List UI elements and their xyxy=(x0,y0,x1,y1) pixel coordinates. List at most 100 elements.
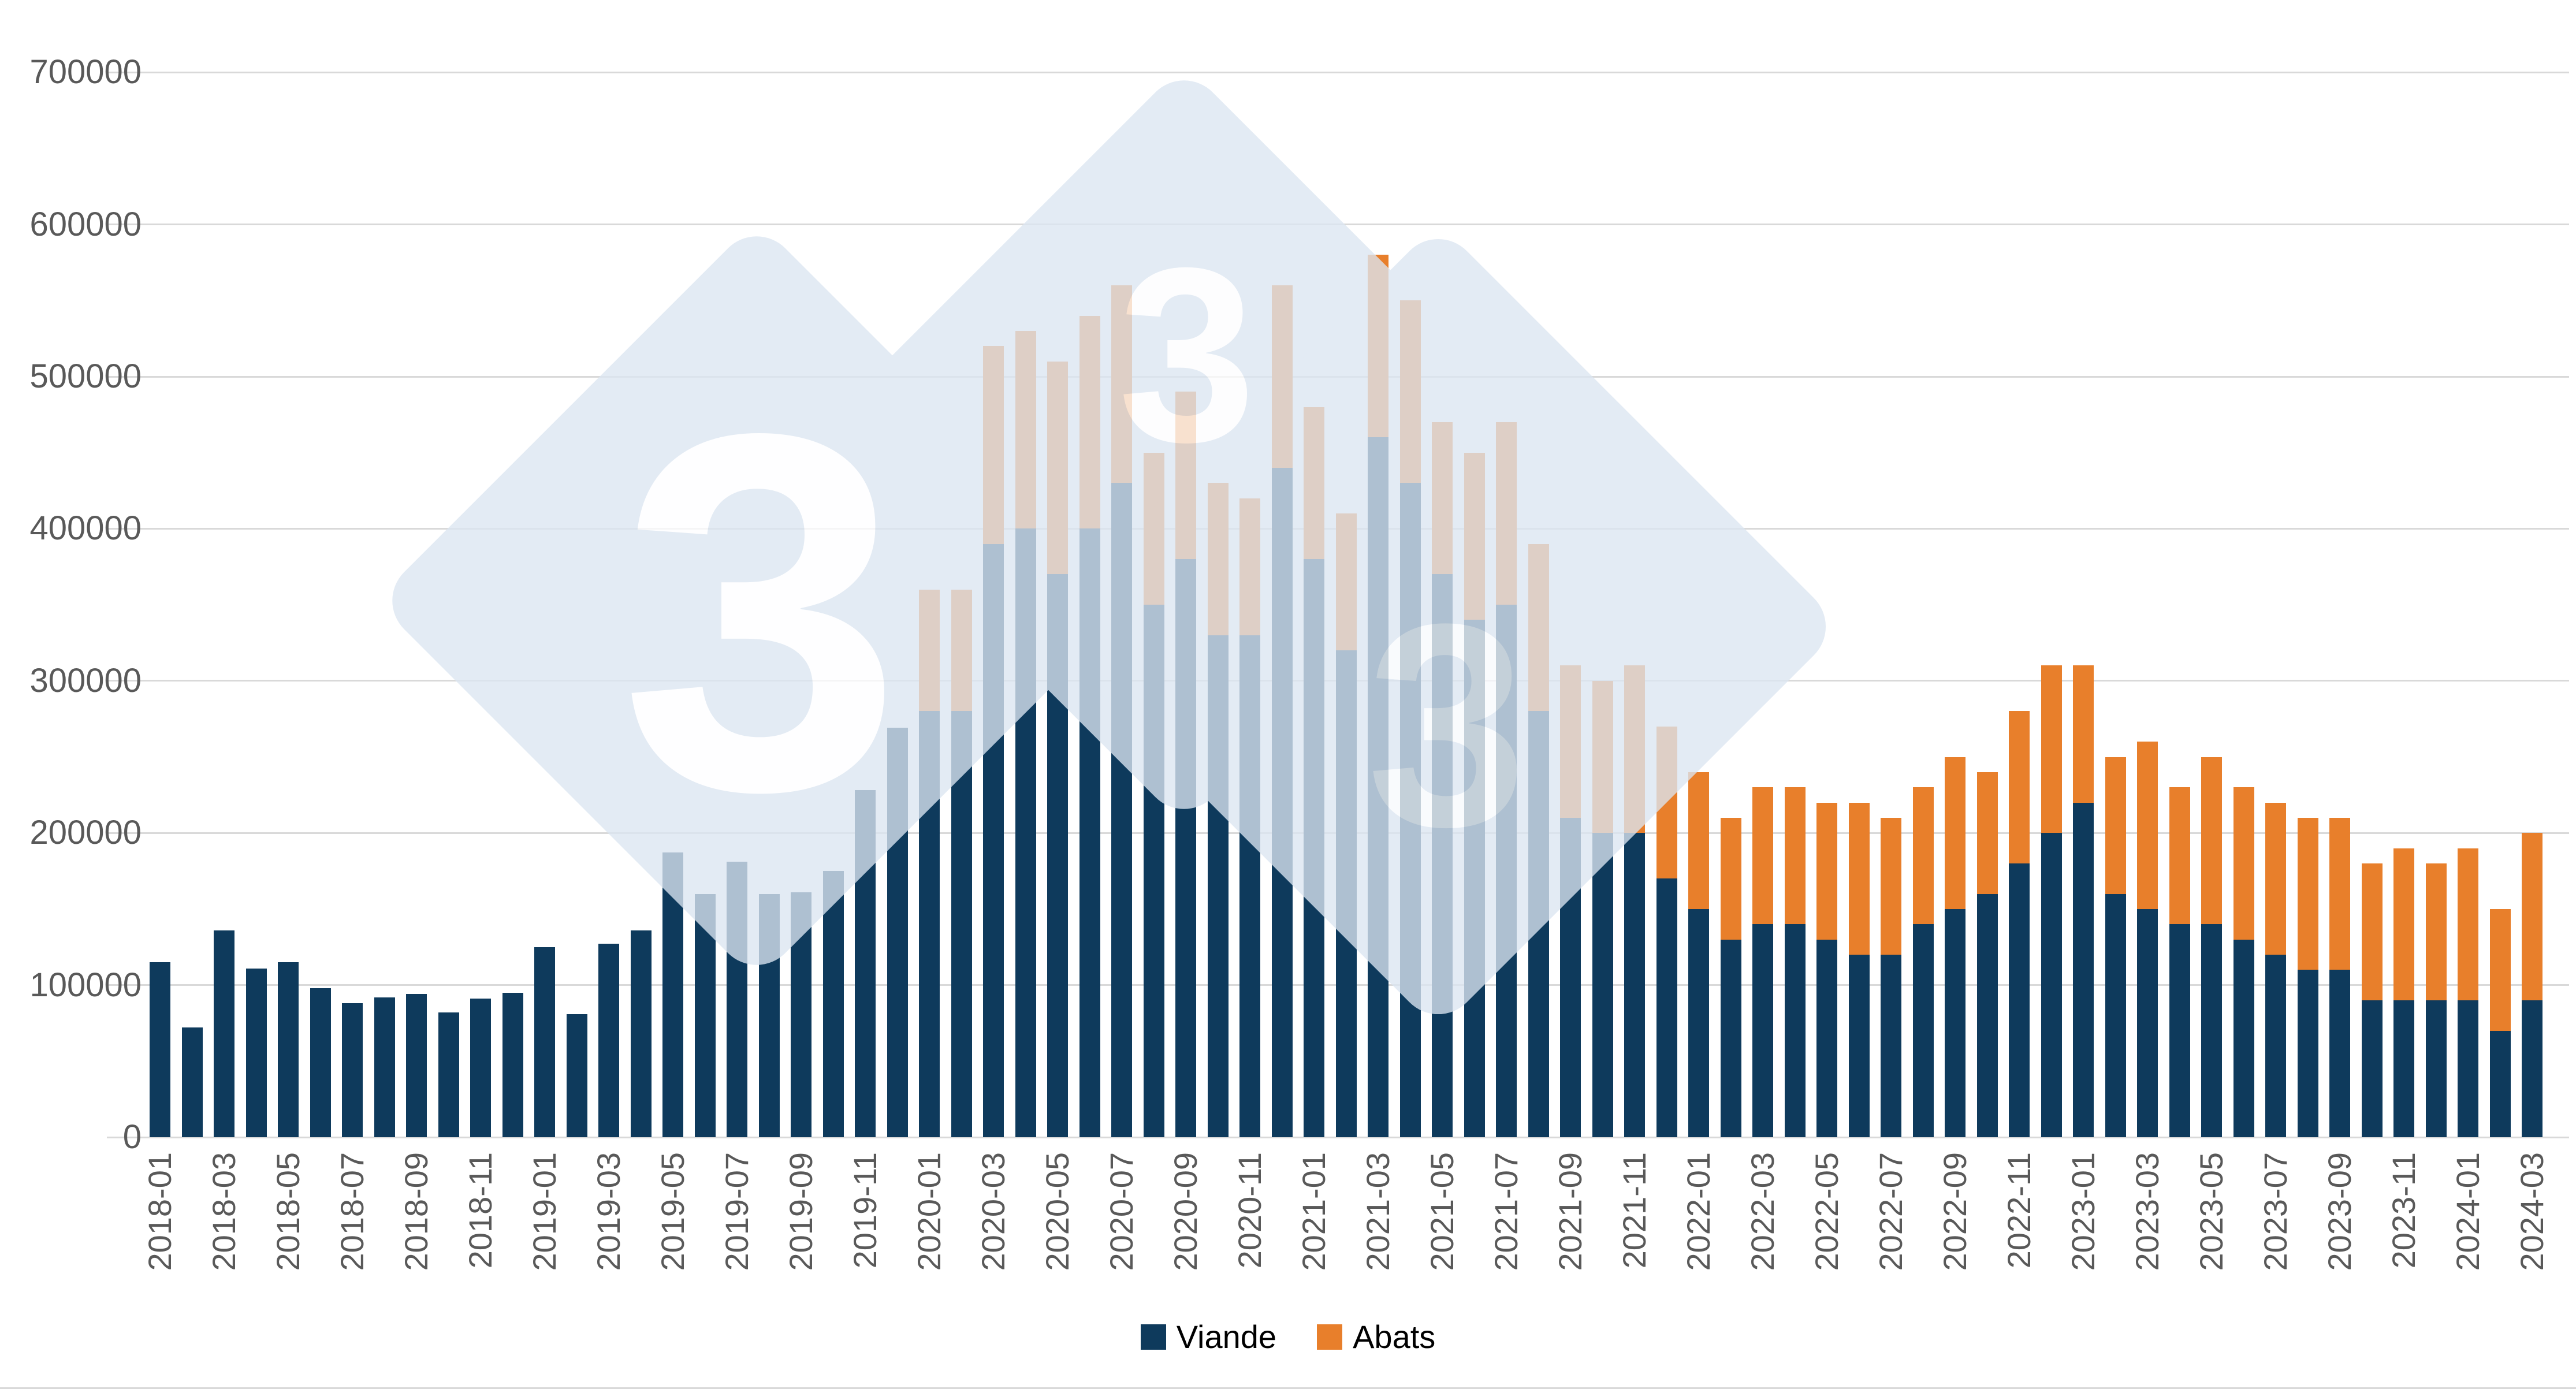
bar-segment-viande xyxy=(1720,939,1741,1137)
bar-segment-abats xyxy=(2265,802,2286,955)
bar-segment-viande xyxy=(342,1003,363,1137)
bar-segment-viande xyxy=(1143,605,1164,1137)
bar-segment-viande xyxy=(2425,1000,2447,1137)
bar-segment-abats xyxy=(1175,392,1196,560)
bar-segment-abats xyxy=(1207,483,1229,635)
bar-segment-abats xyxy=(1688,772,1709,909)
bar-segment-viande xyxy=(1432,574,1453,1137)
bar-segment-viande xyxy=(1656,878,1677,1137)
legend: Viande Abats xyxy=(0,1318,2576,1356)
x-axis-tick-label: 2020-09 xyxy=(1167,1152,1204,1271)
bar-segment-abats xyxy=(1496,422,1517,605)
x-axis-tick-label: 2024-03 xyxy=(2514,1152,2550,1271)
y-axis-tick-label: 0 xyxy=(122,1118,142,1156)
bar-segment-viande xyxy=(1239,635,1260,1137)
bar-segment-abats xyxy=(1143,452,1164,605)
bar-segment-viande xyxy=(150,962,170,1137)
bar-segment-abats xyxy=(1271,285,1293,468)
x-axis-tick-label: 2018-09 xyxy=(398,1152,434,1271)
y-axis-tick-label: 200000 xyxy=(29,814,142,852)
bar-segment-viande xyxy=(1175,559,1196,1137)
bar-segment-viande xyxy=(1271,468,1293,1137)
bar-segment-viande xyxy=(2393,1000,2414,1137)
bar-segment-viande xyxy=(1111,483,1132,1137)
x-axis-tick-label: 2022-05 xyxy=(1808,1152,1845,1271)
y-axis-tick-label: 600000 xyxy=(29,205,142,243)
x-axis-tick-label: 2023-05 xyxy=(2193,1152,2229,1271)
bar-segment-viande xyxy=(566,1014,587,1137)
bar-segment-viande xyxy=(1560,817,1581,1137)
x-axis-tick-label: 2021-01 xyxy=(1296,1152,1332,1271)
bar-segment-abats xyxy=(1976,772,1998,894)
gridline xyxy=(107,375,2569,378)
bar-segment-abats xyxy=(2073,665,2094,803)
legend-swatch-viande-icon xyxy=(1140,1324,1166,1350)
bar-segment-viande xyxy=(2073,802,2094,1137)
bar-segment-abats xyxy=(1656,726,1677,879)
bar-segment-abats xyxy=(1720,817,1741,940)
x-axis-tick-label: 2021-07 xyxy=(1488,1152,1524,1271)
legend-swatch-abats-icon xyxy=(1317,1324,1343,1350)
bar-segment-viande xyxy=(822,871,844,1137)
bar-segment-viande xyxy=(1848,954,1870,1137)
bar-segment-viande xyxy=(1945,908,1965,1137)
bar-segment-abats xyxy=(1399,300,1421,483)
bar-segment-viande xyxy=(2009,863,2030,1137)
bar-segment-abats xyxy=(2329,817,2350,970)
bar-segment-viande xyxy=(214,930,234,1137)
bar-segment-viande xyxy=(1976,893,1998,1137)
chart-bottom-border xyxy=(0,1387,2576,1389)
bar-segment-abats xyxy=(2041,665,2062,833)
x-axis-tick-label: 2022-01 xyxy=(1680,1152,1717,1271)
bar-segment-viande xyxy=(438,1012,459,1137)
y-axis-tick-label: 700000 xyxy=(29,53,142,91)
x-axis-tick-label: 2020-07 xyxy=(1103,1152,1140,1271)
y-axis-tick-label: 100000 xyxy=(29,966,142,1004)
bar-segment-viande xyxy=(1912,924,1934,1137)
bar-segment-viande xyxy=(181,1027,203,1137)
x-axis-tick-label: 2018-11 xyxy=(462,1152,498,1269)
x-axis-tick-label: 2023-03 xyxy=(2129,1152,2165,1271)
bar-segment-viande xyxy=(727,862,747,1137)
bar-segment-viande xyxy=(534,947,555,1137)
bar-segment-viande xyxy=(758,893,780,1137)
x-axis-tick-label: 2023-11 xyxy=(2385,1152,2422,1269)
bar-segment-viande xyxy=(278,962,299,1137)
bar-segment-viande xyxy=(470,999,491,1137)
bar-segment-viande xyxy=(1015,528,1036,1137)
x-axis-tick-label: 2021-05 xyxy=(1424,1152,1460,1271)
legend-item-viande: Viande xyxy=(1140,1318,1277,1356)
x-axis-tick-label: 2019-11 xyxy=(847,1152,883,1269)
x-axis-tick-label: 2018-07 xyxy=(334,1152,370,1271)
x-axis-tick-label: 2018-05 xyxy=(270,1152,306,1271)
y-axis-tick-label: 300000 xyxy=(29,661,142,699)
bar-segment-viande xyxy=(2522,1000,2543,1137)
x-axis-tick-label: 2019-09 xyxy=(783,1152,819,1271)
bar-segment-viande xyxy=(1752,924,1773,1137)
legend-item-abats: Abats xyxy=(1317,1318,1435,1356)
bar-segment-abats xyxy=(2105,757,2126,894)
x-axis-tick-label: 2019-05 xyxy=(654,1152,691,1271)
bar-segment-viande xyxy=(1496,605,1517,1137)
bar-segment-viande xyxy=(2458,1000,2478,1137)
bar-segment-abats xyxy=(983,346,1004,544)
bar-segment-abats xyxy=(1752,787,1773,925)
bar-segment-viande xyxy=(2489,1030,2511,1137)
bar-segment-viande xyxy=(662,852,683,1137)
bar-segment-abats xyxy=(2233,787,2254,940)
legend-label-viande: Viande xyxy=(1176,1319,1277,1355)
bar-segment-viande xyxy=(2105,893,2126,1137)
bar-segment-viande xyxy=(2265,954,2286,1137)
bar-segment-viande xyxy=(2329,970,2350,1137)
bar-segment-abats xyxy=(1592,680,1613,833)
bar-segment-abats xyxy=(919,589,940,712)
x-axis-tick-label: 2024-01 xyxy=(2450,1152,2486,1271)
y-axis-tick-label: 400000 xyxy=(29,509,142,548)
bar-segment-abats xyxy=(2522,833,2543,1000)
bar-segment-viande xyxy=(630,930,652,1137)
bar-segment-abats xyxy=(1912,787,1934,925)
bar-segment-abats xyxy=(1528,543,1549,712)
x-axis-tick-label: 2021-03 xyxy=(1360,1152,1396,1271)
bar-segment-abats xyxy=(1624,665,1645,833)
